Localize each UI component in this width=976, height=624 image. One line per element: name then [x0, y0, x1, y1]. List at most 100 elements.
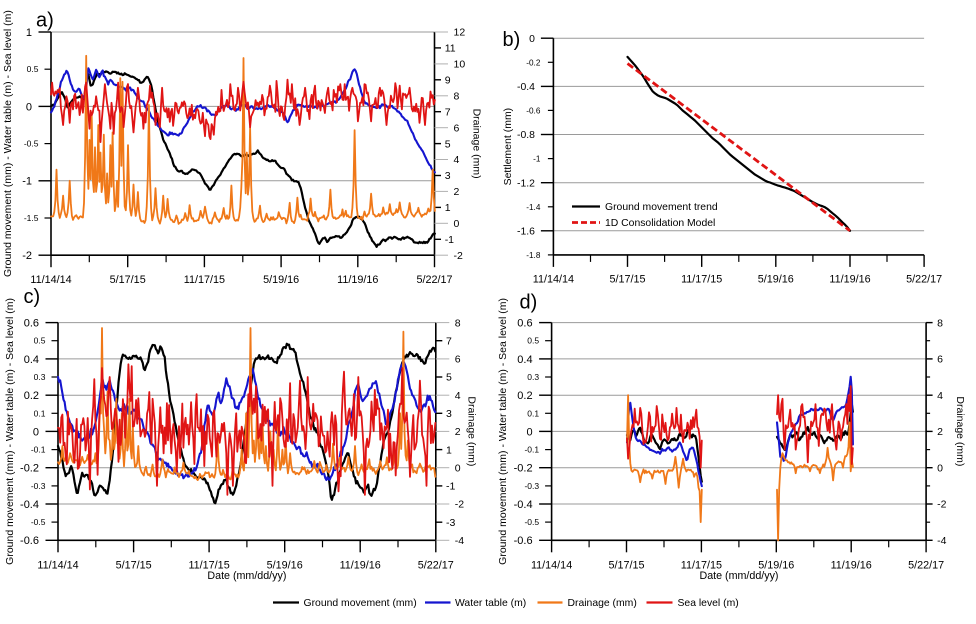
- svg-text:11/14/14: 11/14/14: [37, 559, 78, 571]
- svg-text:11/19/16: 11/19/16: [829, 273, 870, 285]
- svg-text:0.5: 0.5: [27, 64, 39, 74]
- svg-text:0.4: 0.4: [24, 354, 39, 366]
- svg-text:8: 8: [454, 91, 460, 103]
- svg-text:-4: -4: [937, 535, 946, 547]
- svg-text:5/19/16: 5/19/16: [267, 559, 303, 571]
- svg-text:5/22/17: 5/22/17: [418, 559, 454, 571]
- svg-text:8: 8: [937, 317, 943, 329]
- svg-text:-1.4: -1.4: [526, 203, 541, 212]
- svg-text:5/17/15: 5/17/15: [110, 274, 146, 286]
- svg-text:5/19/16: 5/19/16: [758, 559, 794, 571]
- svg-text:-1: -1: [446, 481, 455, 493]
- svg-text:-4: -4: [455, 535, 464, 547]
- svg-text:0: 0: [937, 462, 943, 474]
- svg-text:-0.1: -0.1: [524, 445, 539, 455]
- svg-text:-0.4: -0.4: [20, 499, 39, 511]
- svg-text:0.1: 0.1: [527, 408, 539, 418]
- svg-text:2: 2: [937, 426, 943, 438]
- svg-text:4: 4: [455, 390, 461, 402]
- svg-text:-2: -2: [22, 250, 32, 262]
- svg-text:0: 0: [529, 34, 535, 45]
- svg-text:Ground movement (mm) - Water t: Ground movement (mm) - Water table (m) -…: [4, 298, 16, 565]
- svg-text:Settlement (mm): Settlement (mm): [502, 108, 514, 186]
- svg-text:Drainage (mm): Drainage (mm): [568, 598, 637, 609]
- svg-text:11/19/16: 11/19/16: [340, 559, 381, 571]
- svg-text:10: 10: [454, 59, 466, 71]
- svg-text:0.3: 0.3: [34, 372, 46, 382]
- svg-text:0: 0: [33, 426, 39, 438]
- svg-text:-2: -2: [454, 250, 463, 262]
- svg-text:0: 0: [454, 218, 460, 230]
- svg-text:0.1: 0.1: [34, 408, 46, 418]
- svg-text:7: 7: [445, 106, 451, 118]
- svg-text:11/17/15: 11/17/15: [681, 273, 722, 285]
- svg-text:5/17/15: 5/17/15: [608, 559, 644, 571]
- svg-text:-0.6: -0.6: [526, 106, 541, 115]
- svg-text:Water table (m): Water table (m): [455, 598, 526, 609]
- svg-text:4: 4: [937, 390, 943, 402]
- svg-text:1: 1: [445, 202, 451, 214]
- svg-text:9: 9: [445, 75, 451, 87]
- svg-text:11/19/16: 11/19/16: [337, 274, 378, 286]
- svg-text:Drainage (mm): Drainage (mm): [466, 396, 478, 466]
- svg-text:Ground movement (mm): Ground movement (mm): [304, 598, 417, 609]
- svg-text:-1.6: -1.6: [517, 227, 535, 238]
- svg-text:6: 6: [454, 122, 460, 134]
- svg-text:0.6: 0.6: [517, 318, 532, 330]
- svg-text:-0.1: -0.1: [31, 445, 46, 455]
- svg-text:5/22/17: 5/22/17: [908, 559, 944, 571]
- svg-text:5/17/15: 5/17/15: [609, 273, 645, 285]
- svg-text:7: 7: [446, 335, 452, 347]
- svg-text:0.5: 0.5: [34, 336, 46, 346]
- svg-text:11/17/15: 11/17/15: [188, 559, 229, 571]
- svg-text:11/17/15: 11/17/15: [184, 274, 225, 286]
- svg-text:-1.8: -1.8: [526, 251, 541, 260]
- svg-text:Ground movement trend: Ground movement trend: [605, 202, 718, 213]
- svg-text:2: 2: [455, 426, 461, 438]
- svg-text:-0.2: -0.2: [514, 463, 533, 475]
- svg-text:0: 0: [455, 462, 461, 474]
- svg-text:1: 1: [26, 27, 32, 39]
- svg-text:3: 3: [445, 170, 451, 182]
- svg-text:5/17/15: 5/17/15: [116, 559, 152, 571]
- svg-text:-0.5: -0.5: [31, 517, 46, 527]
- svg-text:c): c): [24, 286, 41, 308]
- svg-text:3: 3: [446, 408, 452, 420]
- svg-text:11: 11: [445, 43, 456, 55]
- svg-text:0.4: 0.4: [517, 354, 532, 366]
- svg-text:-0.5: -0.5: [24, 139, 39, 149]
- svg-text:0: 0: [26, 101, 32, 113]
- svg-text:8: 8: [455, 317, 461, 329]
- svg-text:-0.8: -0.8: [517, 130, 535, 141]
- svg-text:a): a): [36, 9, 54, 31]
- svg-text:11/14/14: 11/14/14: [531, 559, 572, 571]
- svg-text:11/14/14: 11/14/14: [30, 274, 71, 286]
- svg-text:0.5: 0.5: [527, 336, 539, 346]
- svg-text:-0.3: -0.3: [524, 481, 539, 491]
- svg-text:0.2: 0.2: [24, 390, 39, 402]
- svg-text:6: 6: [937, 354, 943, 366]
- svg-text:Drainage (mm): Drainage (mm): [471, 109, 483, 179]
- svg-text:Ground movement (mm) - Water t: Ground movement (mm) - Water table (m) -…: [497, 298, 509, 565]
- svg-text:d): d): [520, 292, 538, 314]
- svg-text:-1.5: -1.5: [24, 213, 39, 223]
- svg-text:-0.6: -0.6: [514, 535, 533, 547]
- svg-text:6: 6: [455, 354, 461, 366]
- svg-text:-1: -1: [533, 155, 541, 164]
- svg-text:b): b): [503, 29, 521, 51]
- svg-text:Sea level (m): Sea level (m): [678, 598, 739, 609]
- svg-text:-1: -1: [22, 176, 32, 188]
- svg-text:-2: -2: [937, 499, 946, 511]
- svg-text:-0.5: -0.5: [524, 517, 539, 527]
- svg-text:5/22/17: 5/22/17: [416, 274, 452, 286]
- svg-text:0.2: 0.2: [517, 390, 532, 402]
- svg-text:11/17/15: 11/17/15: [681, 559, 722, 571]
- svg-text:5/19/16: 5/19/16: [758, 273, 794, 285]
- svg-text:0.6: 0.6: [24, 318, 39, 330]
- svg-text:1D Consolidation Model: 1D Consolidation Model: [605, 218, 715, 229]
- svg-text:5: 5: [445, 138, 451, 150]
- svg-text:11/19/16: 11/19/16: [831, 559, 872, 571]
- svg-text:1: 1: [446, 444, 452, 456]
- svg-text:0.3: 0.3: [527, 372, 539, 382]
- svg-text:4: 4: [454, 154, 460, 166]
